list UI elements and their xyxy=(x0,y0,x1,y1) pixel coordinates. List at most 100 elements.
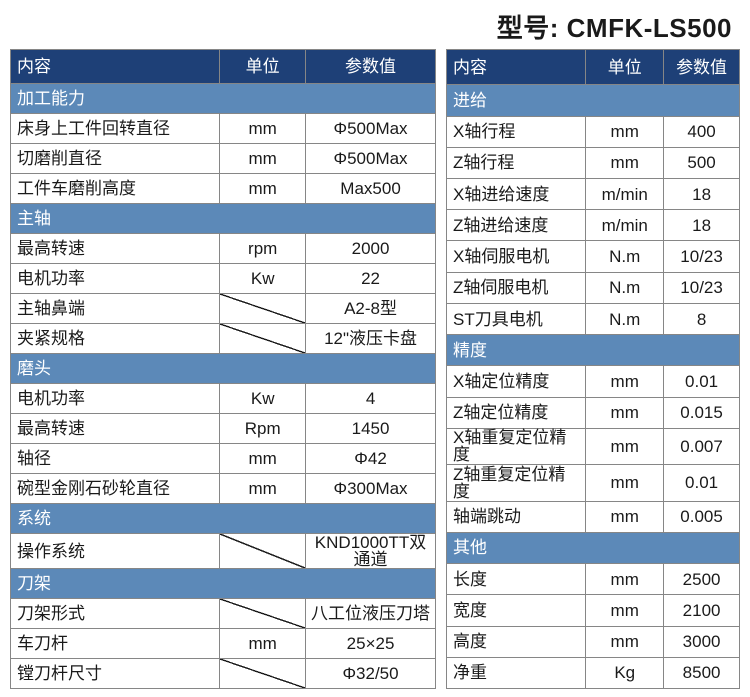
table-cell: mm xyxy=(586,397,664,428)
table-cell: 0.015 xyxy=(664,397,740,428)
table-row: 长度mm2500 xyxy=(447,564,740,595)
section-title: 主轴 xyxy=(11,204,436,234)
table-cell: 操作系统 xyxy=(11,534,220,569)
table-cell: ST刀具电机 xyxy=(447,303,586,334)
table-cell: 400 xyxy=(664,116,740,147)
table-cell: 镗刀杆尺寸 xyxy=(11,659,220,689)
table-row: 轴径mmΦ42 xyxy=(11,444,436,474)
table-cell: Z轴进给速度 xyxy=(447,210,586,241)
table-cell: Z轴行程 xyxy=(447,147,586,178)
table-cell: mm xyxy=(586,116,664,147)
table-row: Z轴定位精度mm0.015 xyxy=(447,397,740,428)
table-row: 工件车磨削高度mmMax500 xyxy=(11,174,436,204)
section-row: 加工能力 xyxy=(11,84,436,114)
table-row: 最高转速rpm2000 xyxy=(11,234,436,264)
table-cell: 电机功率 xyxy=(11,384,220,414)
model-row: 型号: CMFK-LS500 xyxy=(10,8,740,45)
spec-table-left: 内容单位参数值加工能力床身上工件回转直径mmΦ500Max切磨削直径mmΦ500… xyxy=(10,49,436,689)
table-cell: 10/23 xyxy=(664,272,740,303)
table-row: 电机功率Kw4 xyxy=(11,384,436,414)
table-cell: 0.01 xyxy=(664,366,740,397)
table-cell: 2500 xyxy=(664,564,740,595)
table-cell: rpm xyxy=(220,234,306,264)
table-cell: mm xyxy=(220,144,306,174)
table-row: 操作系统KND1000TT双通道 xyxy=(11,534,436,569)
table-cell: 长度 xyxy=(447,564,586,595)
table-cell: N.m xyxy=(586,241,664,272)
table-cell: Kg xyxy=(586,657,664,688)
table-row: 夹紧规格12"液压卡盘 xyxy=(11,324,436,354)
table-cell: mm xyxy=(586,428,664,464)
table-cell: mm xyxy=(586,465,664,501)
table-cell: mm xyxy=(586,564,664,595)
table-cell: 10/23 xyxy=(664,241,740,272)
section-title: 加工能力 xyxy=(11,84,436,114)
spec-sheet: 型号: CMFK-LS500 内容单位参数值加工能力床身上工件回转直径mmΦ50… xyxy=(0,0,750,697)
table-cell: 床身上工件回转直径 xyxy=(11,114,220,144)
table-cell: Z轴伺服电机 xyxy=(447,272,586,303)
table-row: X轴定位精度mm0.01 xyxy=(447,366,740,397)
model-label: 型号: xyxy=(497,13,559,43)
section-row: 刀架 xyxy=(11,569,436,599)
table-cell: N.m xyxy=(586,303,664,334)
table-cell: mm xyxy=(586,501,664,532)
table-cell: N.m xyxy=(586,272,664,303)
table-cell: Φ300Max xyxy=(306,474,436,504)
table-row: X轴行程mm400 xyxy=(447,116,740,147)
table-row: 轴端跳动mm0.005 xyxy=(447,501,740,532)
table-cell: Φ500Max xyxy=(306,144,436,174)
table-cell: Z轴定位精度 xyxy=(447,397,586,428)
table-row: Z轴伺服电机N.m10/23 xyxy=(447,272,740,303)
section-title: 磨头 xyxy=(11,354,436,384)
section-title: 系统 xyxy=(11,504,436,534)
table-row: 高度mm3000 xyxy=(447,626,740,657)
table-cell: 8500 xyxy=(664,657,740,688)
table-cell: A2-8型 xyxy=(306,294,436,324)
section-title: 精度 xyxy=(447,335,740,366)
table-cell: 8 xyxy=(664,303,740,334)
table-cell xyxy=(220,599,306,629)
table-cell: Max500 xyxy=(306,174,436,204)
section-row: 主轴 xyxy=(11,204,436,234)
table-cell xyxy=(220,534,306,569)
table-cell: X轴重复定位精度 xyxy=(447,428,586,464)
table-cell: mm xyxy=(220,114,306,144)
table-cell: 3000 xyxy=(664,626,740,657)
table-row: 碗型金刚石砂轮直径mmΦ300Max xyxy=(11,474,436,504)
table-cell: Rpm xyxy=(220,414,306,444)
header-cell: 参数值 xyxy=(664,50,740,85)
section-row: 磨头 xyxy=(11,354,436,384)
table-cell: mm xyxy=(220,474,306,504)
table-cell: 车刀杆 xyxy=(11,629,220,659)
table-cell: 最高转速 xyxy=(11,414,220,444)
table-header-row: 内容单位参数值 xyxy=(447,50,740,85)
table-cell: m/min xyxy=(586,210,664,241)
table-row: 主轴鼻端 A2-8型 xyxy=(11,294,436,324)
header-cell: 参数值 xyxy=(306,50,436,84)
table-cell: 电机功率 xyxy=(11,264,220,294)
table-cell: X轴行程 xyxy=(447,116,586,147)
table-row: 净重Kg8500 xyxy=(447,657,740,688)
table-row: 切磨削直径mmΦ500Max xyxy=(11,144,436,174)
table-cell: 18 xyxy=(664,210,740,241)
table-cell: mm xyxy=(586,147,664,178)
section-row: 其他 xyxy=(447,532,740,563)
table-cell: mm xyxy=(586,595,664,626)
table-cell: 4 xyxy=(306,384,436,414)
table-row: 床身上工件回转直径mmΦ500Max xyxy=(11,114,436,144)
table-cell: Kw xyxy=(220,384,306,414)
table-cell: 主轴鼻端 xyxy=(11,294,220,324)
header-cell: 单位 xyxy=(586,50,664,85)
spec-table-right: 内容单位参数值进给X轴行程mm400Z轴行程mm500X轴进给速度m/min18… xyxy=(446,49,740,689)
table-cell: mm xyxy=(586,626,664,657)
table-cell: 碗型金刚石砂轮直径 xyxy=(11,474,220,504)
table-row: 车刀杆mm25×25 xyxy=(11,629,436,659)
table-cell: mm xyxy=(220,174,306,204)
table-cell xyxy=(220,659,306,689)
table-cell: 最高转速 xyxy=(11,234,220,264)
table-cell: 2100 xyxy=(664,595,740,626)
section-row: 进给 xyxy=(447,85,740,116)
table-cell: 高度 xyxy=(447,626,586,657)
table-row: X轴伺服电机N.m10/23 xyxy=(447,241,740,272)
section-title: 其他 xyxy=(447,532,740,563)
